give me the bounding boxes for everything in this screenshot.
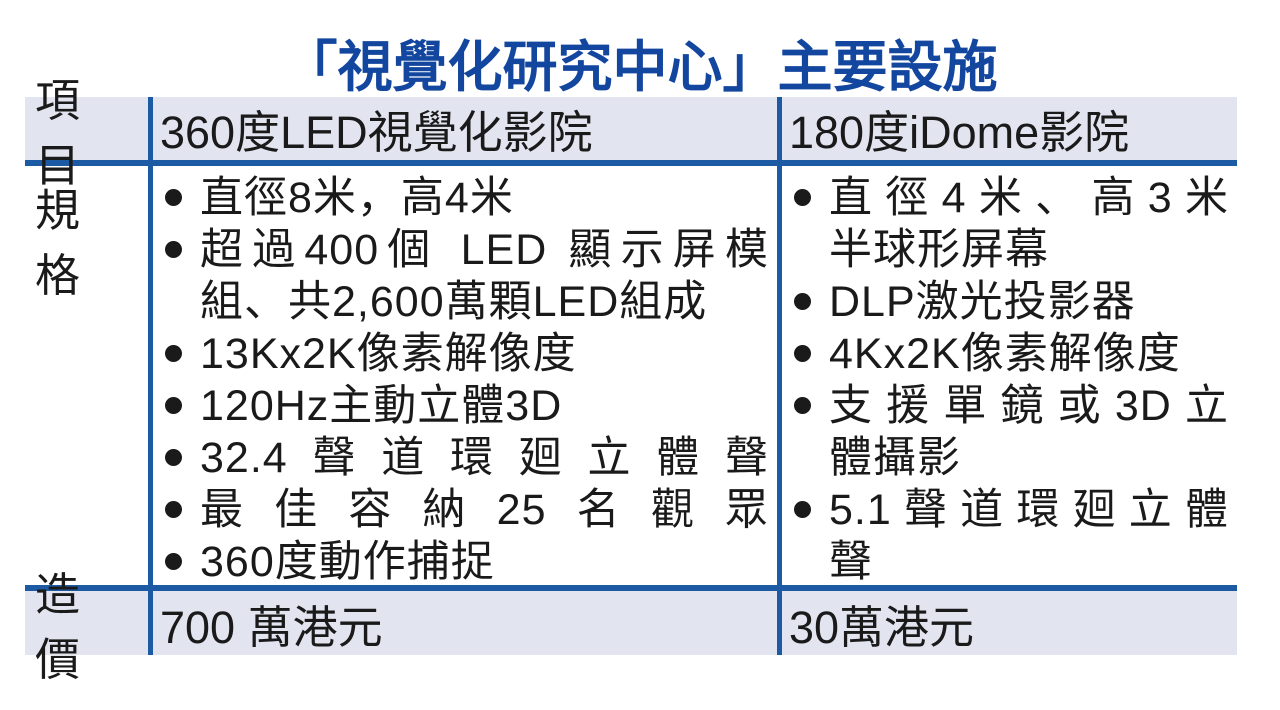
bullet-icon [165,449,182,466]
header-label: 項目 [35,74,97,191]
spec-line: 最佳容納25名觀眾 [200,486,769,534]
spec-line: 120Hz主動立體3D [200,382,563,430]
spec-item: 超過400個 LED 顯示屏模 組、共2,600萬顆LED組成 [153,224,777,328]
spec-row: 規格 直徑8米，高4米 超過400個 LED 顯示屏模 組、共2,600萬顆LE… [25,166,1237,588]
spec-item: 120Hz主動立體3D [153,380,777,432]
spec-item: 13Kx2K像素解像度 [153,328,777,380]
column-divider [148,166,153,585]
spec-item: 360度動作捕捉 [153,536,777,588]
specs-col2: 直徑4米、高3米 半球形屏幕 DLP激光投影器 4Kx2K像素解像度 支援單鏡或… [782,166,1237,588]
spec-item: 直徑8米，高4米 [153,172,777,224]
spec-item: DLP激光投影器 [782,276,1237,328]
spec-line: 支援單鏡或3D立 [829,382,1229,430]
bullet-icon [165,397,182,414]
bullet-icon [165,501,182,518]
spec-line: 直徑4米、高3米 [829,174,1229,222]
spec-line: 半球形屏幕 [829,226,1049,274]
bullet-icon [165,241,182,258]
spec-item: 4Kx2K像素解像度 [782,328,1237,380]
spec-line: 直徑8米，高4米 [200,174,514,222]
row-divider [25,160,1237,166]
bullet-icon [794,189,811,206]
page-title: 「視覺化研究中心」主要設施 [282,36,998,98]
spec-line: 聲 [829,538,873,586]
bullet-icon [165,189,182,206]
spec-line: 32.4聲道環廻立體聲 [200,434,769,482]
column-divider [148,97,153,160]
spec-line: 組、共2,600萬顆LED組成 [200,278,708,326]
row-divider [25,585,1237,591]
bullet-icon [165,345,182,362]
bullet-icon [794,345,811,362]
spec-item: 32.4聲道環廻立體聲 [153,432,777,484]
header-facility-2: 180度iDome影院 [789,107,1130,158]
column-divider [777,591,782,655]
spec-line: 超過400個 LED 顯示屏模 [200,226,769,274]
spec-line: 13Kx2K像素解像度 [200,330,577,378]
bullet-icon [794,293,811,310]
facilities-table: 項目 360度LED視覺化影院 180度iDome影院 規格 直徑8米，高4米 … [25,74,1237,685]
header-facility-1: 360度LED視覺化影院 [160,107,593,158]
price-row: 造價 700 萬港元 30萬港元 [25,569,1237,685]
column-divider [777,166,782,585]
bullet-icon [165,553,182,570]
specs-col1: 直徑8米，高4米 超過400個 LED 顯示屏模 組、共2,600萬顆LED組成… [153,166,777,588]
spec-item: 直徑4米、高3米 半球形屏幕 [782,172,1237,276]
bullet-icon [794,397,811,414]
spec-line: 360度動作捕捉 [200,538,495,586]
spec-line: 體攝影 [829,434,961,482]
spec-line: 4Kx2K像素解像度 [829,330,1181,378]
row-label-specs: 規格 [35,185,97,301]
table-header-row: 項目 360度LED視覺化影院 180度iDome影院 [25,74,1237,191]
spec-line: 5.1聲道環廻立體 [829,486,1229,534]
column-divider [148,591,153,655]
row-label-price: 造價 [35,569,97,685]
bullet-icon [794,501,811,518]
price-facility-1: 700 萬港元 [160,601,383,653]
spec-item: 最佳容納25名觀眾 [153,484,777,536]
spec-item: 支援單鏡或3D立 體攝影 [782,380,1237,484]
spec-item: 5.1聲道環廻立體 聲 [782,484,1237,588]
spec-line: DLP激光投影器 [829,278,1136,326]
price-facility-2: 30萬港元 [789,601,975,653]
column-divider [777,97,782,160]
